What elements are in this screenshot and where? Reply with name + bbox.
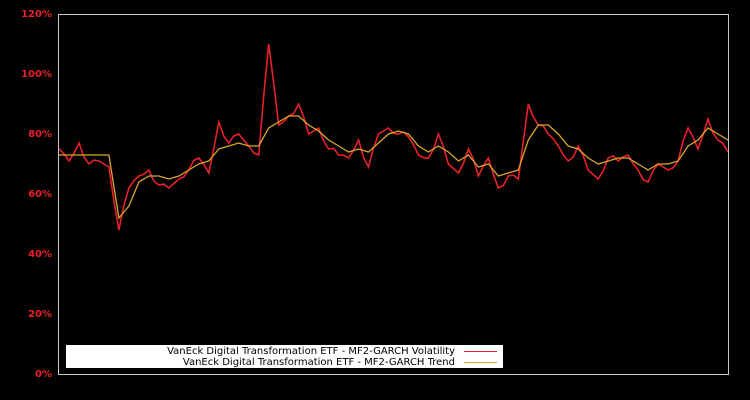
legend-swatch-volatility	[464, 351, 497, 352]
y-tick-0: 0%	[35, 369, 52, 380]
volatility-line	[58, 43, 729, 231]
legend-item-trend: VanEck Digital Transformation ETF - MF2-…	[183, 357, 503, 368]
y-tick-100: 100%	[21, 69, 52, 80]
legend-label-volatility: VanEck Digital Transformation ETF - MF2-…	[167, 346, 455, 357]
y-tick-40: 40%	[28, 249, 52, 260]
y-tick-120: 120%	[21, 9, 52, 20]
y-tick-60: 60%	[28, 189, 52, 200]
legend-label-trend: VanEck Digital Transformation ETF - MF2-…	[182, 357, 455, 368]
legend-swatch-trend	[464, 362, 497, 363]
legend-item-volatility: VanEck Digital Transformation ETF - MF2-…	[167, 346, 503, 357]
series-layer	[58, 43, 729, 231]
trend-line	[59, 115, 729, 220]
plot-frame	[58, 14, 729, 375]
y-tick-80: 80%	[28, 129, 52, 140]
chart-legend: VanEck Digital Transformation ETF - MF2-…	[66, 345, 503, 368]
y-tick-20: 20%	[28, 309, 52, 320]
